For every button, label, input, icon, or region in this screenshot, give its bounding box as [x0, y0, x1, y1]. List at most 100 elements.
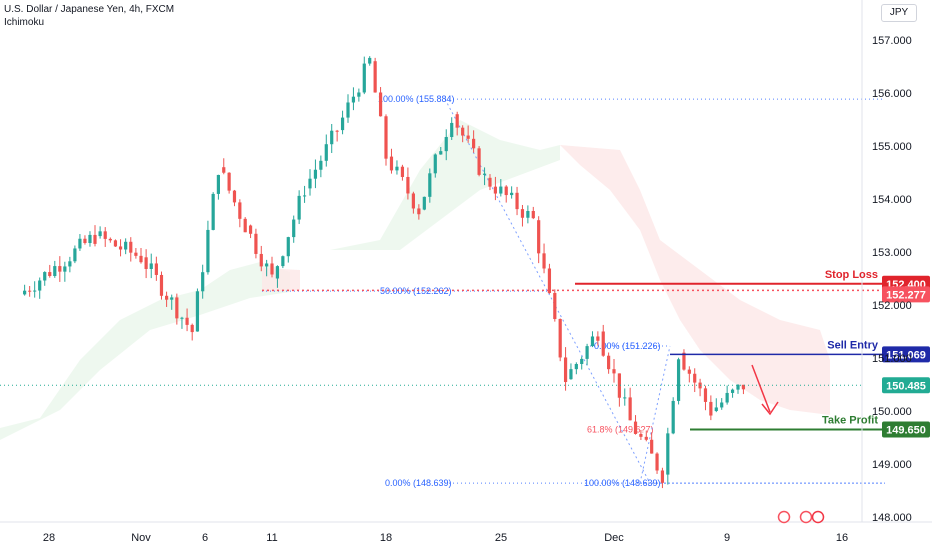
price-tag: [882, 377, 930, 394]
candle-body: [357, 92, 361, 97]
candle-body: [433, 154, 437, 174]
candle-body: [472, 138, 476, 149]
candle-body: [709, 401, 713, 416]
candle-body: [259, 253, 263, 267]
candle-body: [281, 256, 285, 267]
price-tag-label: 151.069: [886, 349, 926, 361]
projection-arrow-icon: [751, 364, 771, 413]
candle-body: [195, 291, 200, 332]
candle-body: [248, 225, 253, 234]
candle-body: [297, 195, 301, 220]
fib-level-label: 100.00% (155.884): [378, 94, 455, 104]
candle-body: [542, 253, 546, 269]
candle-body: [270, 263, 274, 275]
candle-body: [118, 246, 123, 250]
fib-level-label: 61.8% (149.6?7): [587, 425, 654, 435]
candle-body: [113, 240, 118, 247]
candle-body: [671, 400, 675, 434]
candle-body: [580, 358, 584, 364]
candle-body: [466, 135, 470, 139]
candle-body: [368, 57, 372, 64]
candle-body: [124, 241, 128, 250]
candle-body: [88, 234, 92, 244]
candle-body: [108, 238, 112, 241]
candle-body: [232, 190, 237, 203]
candle-body: [493, 186, 497, 194]
candle-body: [499, 186, 503, 194]
candle-body: [28, 290, 32, 292]
candle-body: [510, 192, 514, 196]
cloud-bearish-small: [262, 268, 300, 292]
y-tick-label: 155.000: [872, 141, 912, 153]
fib-trend-line-2: [639, 345, 671, 484]
level-name-label: Take Profit: [822, 415, 878, 427]
candle-body: [308, 178, 312, 189]
candle-body: [720, 402, 724, 408]
candle-body: [159, 274, 164, 296]
candle-body: [644, 436, 648, 440]
y-tick-label: 153.000: [872, 247, 912, 259]
candle-body: [714, 407, 718, 411]
candle-body: [144, 257, 148, 269]
arrow-head-icon: [761, 401, 779, 416]
candle-body: [33, 290, 37, 292]
candle-body: [558, 318, 562, 358]
candle-body: [639, 433, 643, 437]
candle-body: [63, 266, 67, 272]
candle-body: [687, 369, 691, 374]
candle-body: [574, 363, 578, 370]
candle-body: [406, 176, 410, 194]
candle-body: [736, 384, 740, 390]
candle-body: [238, 202, 242, 219]
candle-body: [149, 263, 153, 269]
candle-body: [676, 359, 681, 401]
candle-body: [254, 233, 258, 254]
candle-body: [384, 116, 388, 159]
economic-event-icon[interactable]: [811, 510, 825, 524]
candle-body: [78, 238, 82, 249]
fib-level-label: 50.00% (152.262): [380, 286, 452, 296]
candle-body: [725, 392, 729, 403]
candle-body: [346, 102, 350, 118]
price-tag: [882, 286, 930, 303]
candle-body: [596, 336, 600, 341]
candle-body: [351, 96, 356, 103]
candle-body: [461, 127, 465, 136]
candle-body: [520, 209, 525, 218]
candle-body: [400, 166, 405, 177]
candlesticks: [23, 56, 746, 489]
candle-body: [482, 173, 487, 175]
candle-body: [139, 255, 143, 263]
cloud-bearish: [560, 145, 830, 415]
y-tick-label: 154.000: [872, 194, 912, 206]
candle-body: [222, 167, 226, 173]
economic-event-icon[interactable]: [777, 510, 791, 524]
candle-body: [741, 384, 746, 390]
candle-body: [180, 317, 184, 319]
candle-body: [373, 61, 377, 93]
candle-body: [134, 252, 138, 256]
x-tick-label: 11: [266, 532, 277, 544]
candle-body: [103, 231, 107, 239]
price-tag-label: 152.277: [886, 289, 926, 301]
candle-body: [444, 137, 448, 152]
cloud-bullish-2: [330, 120, 560, 250]
candle-body: [129, 241, 133, 253]
candle-body: [154, 263, 158, 275]
x-tick-label: 28: [43, 532, 55, 544]
candle-body: [227, 172, 231, 191]
candle-body: [395, 166, 399, 171]
candle-body: [190, 324, 194, 333]
candle-body: [243, 218, 247, 233]
candle-body: [612, 369, 616, 374]
candle-body: [504, 186, 508, 196]
candle-body: [590, 336, 595, 347]
indicator-label[interactable]: Ichimoku: [4, 17, 45, 28]
candle-body: [623, 397, 627, 399]
level-name-label: Sell Entry: [827, 339, 879, 351]
currency-button[interactable]: JPY: [881, 4, 917, 22]
candle-body: [319, 160, 323, 170]
economic-event-icon[interactable]: [799, 510, 813, 524]
